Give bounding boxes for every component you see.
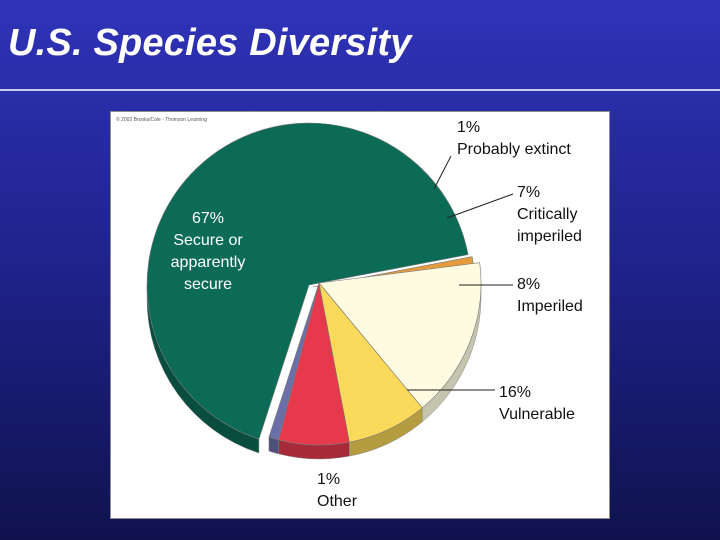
pie-slice-vulnerable (318, 262, 482, 409)
slice-name-line-vulnerable: Vulnerable (499, 406, 575, 423)
pie-slices (146, 122, 482, 460)
pie-slice-probably_extinct (268, 282, 320, 441)
pie-chart: © 2002 Brooks/Cole - Thomson Learning 67… (116, 116, 583, 510)
leader-lines (407, 155, 514, 391)
slice-label-critically_imperiled: 7% Critically imperiled (517, 184, 582, 245)
slice-percent-critically_imperiled: 7% (517, 184, 540, 201)
pie-slice-secure (146, 122, 469, 440)
copyright-credit: © 2002 Brooks/Cole - Thomson Learning (116, 116, 207, 123)
slice-name-line-probably_extinct: Probably extinct (457, 141, 571, 158)
slice-name-line-imperiled: Imperiled (517, 298, 583, 315)
slice-name-line-secure: apparently (171, 254, 246, 271)
slice-name-line-other: Other (317, 493, 358, 510)
slice-percent-probably_extinct: 1% (457, 119, 480, 136)
leader-line-critically_imperiled (446, 193, 514, 219)
slice-percent-secure: 67% (192, 210, 224, 227)
leader-line-probably_extinct (433, 155, 452, 190)
slice-percent-imperiled: 8% (517, 276, 540, 293)
title-divider (0, 89, 720, 91)
figure-panel: © 2002 Brooks/Cole - Thomson Learning 67… (110, 111, 610, 519)
slice-name-line-secure: secure (184, 276, 232, 293)
slice-label-probably_extinct: 1% Probably extinct (457, 119, 571, 158)
slide-title: U.S. Species Diversity (8, 22, 412, 64)
slice-name-line-critically_imperiled: Critically (517, 206, 577, 223)
slice-percent-vulnerable: 16% (499, 384, 531, 401)
slice-label-secure: 67% Secure or apparently secure (171, 210, 246, 293)
slice-name-line-secure: Secure or (173, 232, 243, 249)
slice-percent-other: 1% (317, 471, 340, 488)
slice-label-other: 1% Other (317, 471, 358, 510)
slice-label-imperiled: 8% Imperiled (517, 276, 583, 315)
slice-labels: 67% Secure or apparently secure 1% Other 16% Vu… (171, 119, 583, 510)
slice-label-vulnerable: 16% Vulnerable (499, 384, 575, 423)
slice-name-line-critically_imperiled: imperiled (517, 228, 582, 245)
